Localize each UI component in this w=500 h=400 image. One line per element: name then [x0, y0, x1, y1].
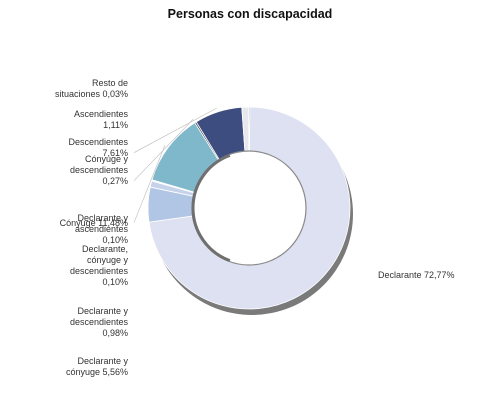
label-line: 0,27%: [102, 176, 128, 186]
label-line: cónyuge y: [87, 255, 129, 265]
chart-title: Personas con discapacidad: [167, 7, 333, 21]
label-line: ascendientes: [75, 224, 129, 234]
slice-resto-de-situaciones: [248, 106, 251, 152]
label-declarante-y-conyuge: Declarante y cónyuge 5,56%: [66, 356, 129, 377]
label-conyuge: Cónyuge 11,48%: [60, 218, 128, 228]
label-conyuge-y-descendientes: Cónyuge y descendientes 0,27%: [70, 154, 129, 186]
label-line: Declarante y: [77, 356, 128, 366]
label-line: situaciones 0,03%: [55, 89, 128, 99]
leader-line-conyuge-y-descendientes: [133, 118, 194, 181]
label-line: 1,11%: [103, 120, 128, 130]
label-line: Cónyuge y: [85, 154, 129, 164]
label-line: 0,10%: [102, 235, 128, 245]
label-line: descendientes: [70, 165, 129, 175]
label-line: 0,10%: [102, 277, 128, 287]
donut-slices: [147, 106, 351, 310]
label-line: cónyuge 5,56%: [66, 367, 128, 377]
leader-line-conyuge: [133, 144, 166, 223]
label-resto-de-situaciones: Resto de situaciones 0,03%: [55, 78, 128, 99]
label-line: 0,98%: [102, 328, 128, 338]
label-line: descendientes: [70, 317, 129, 327]
label-line: Declarante y: [77, 213, 128, 223]
label-line: Ascendientes: [74, 109, 129, 119]
label-line: 7,61%: [102, 148, 128, 158]
label-line: Resto de: [92, 78, 128, 88]
label-ascendientes: Ascendientes 1,11%: [74, 109, 129, 130]
label-declarante-y-ascendientes: Declarante y ascendientes 0,10%: [75, 213, 129, 245]
label-line: Declarante y: [77, 306, 128, 316]
label-line: descendientes: [70, 266, 129, 276]
leader-line-descendientes: [133, 107, 218, 153]
donut-hole-shadow: [191, 153, 231, 263]
leader-lines: [133, 107, 218, 223]
slice-labels: Declarante 72,77%Declarante y cónyuge 5,5…: [55, 78, 455, 377]
label-line: Cónyuge 11,48%: [60, 218, 128, 228]
label-declarante-conyuge-y-descendientes: Declarante, cónyuge y descendientes 0,10%: [70, 244, 129, 287]
label-line: Descendientes: [68, 137, 128, 147]
label-descendientes: Descendientes 7,61%: [68, 137, 128, 158]
label-line: Declarante,: [82, 244, 128, 254]
label-declarante-y-descendientes: Declarante y descendientes 0,98%: [70, 306, 129, 338]
label-declarante: Declarante 72,77%: [378, 270, 455, 280]
label-line: Declarante 72,77%: [378, 270, 455, 280]
